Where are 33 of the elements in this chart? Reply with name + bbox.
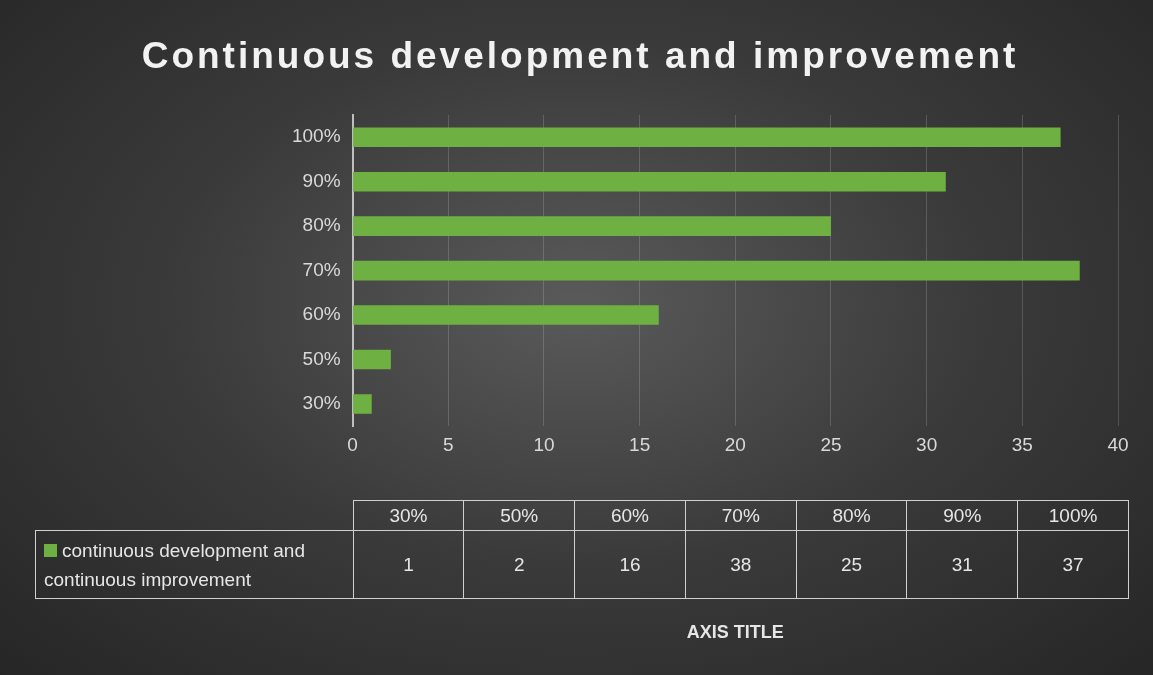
x-tick-label: 35 — [1011, 433, 1033, 455]
chart-title: Continuous development and improvement — [141, 35, 1019, 77]
category-label: 30% — [389, 504, 428, 526]
text: 37 — [1017, 530, 1129, 599]
text: AXIS TITLE — [686, 622, 784, 643]
category-label: 80% — [832, 504, 871, 526]
y-tick-label: 30% — [302, 392, 341, 414]
y-tick-label: 50% — [302, 347, 341, 369]
x-tick-label: 30 — [916, 433, 938, 455]
y-tick-label: 100% — [291, 125, 341, 147]
x-tick-label: 15 — [629, 433, 651, 455]
x-tick-label: 20 — [724, 433, 746, 455]
legend-label: continuous development and continuous improvement — [35, 530, 354, 599]
x-tick-label: 25 — [820, 433, 842, 455]
text: 38 — [685, 530, 797, 599]
x-tick-label: 10 — [533, 433, 555, 455]
category-label: 70% — [721, 504, 760, 526]
x-tick-label: 40 — [1107, 433, 1129, 455]
y-tick-label: 60% — [302, 303, 341, 325]
category-label: 90% — [943, 504, 982, 526]
text: 1 — [353, 530, 464, 599]
text: 16 — [574, 530, 686, 599]
y-tick-label: 80% — [302, 214, 341, 236]
y-tick-label: 70% — [302, 258, 341, 280]
category-label: 100% — [1048, 504, 1098, 526]
category-label: 50% — [500, 504, 539, 526]
text: 25 — [796, 530, 907, 599]
text: 2 — [463, 530, 575, 599]
x-tick-label: 5 — [442, 433, 454, 455]
x-tick-label: 0 — [347, 433, 358, 455]
y-tick-label: 90% — [302, 169, 341, 191]
text: 31 — [906, 530, 1018, 599]
category-label: 60% — [610, 504, 650, 526]
